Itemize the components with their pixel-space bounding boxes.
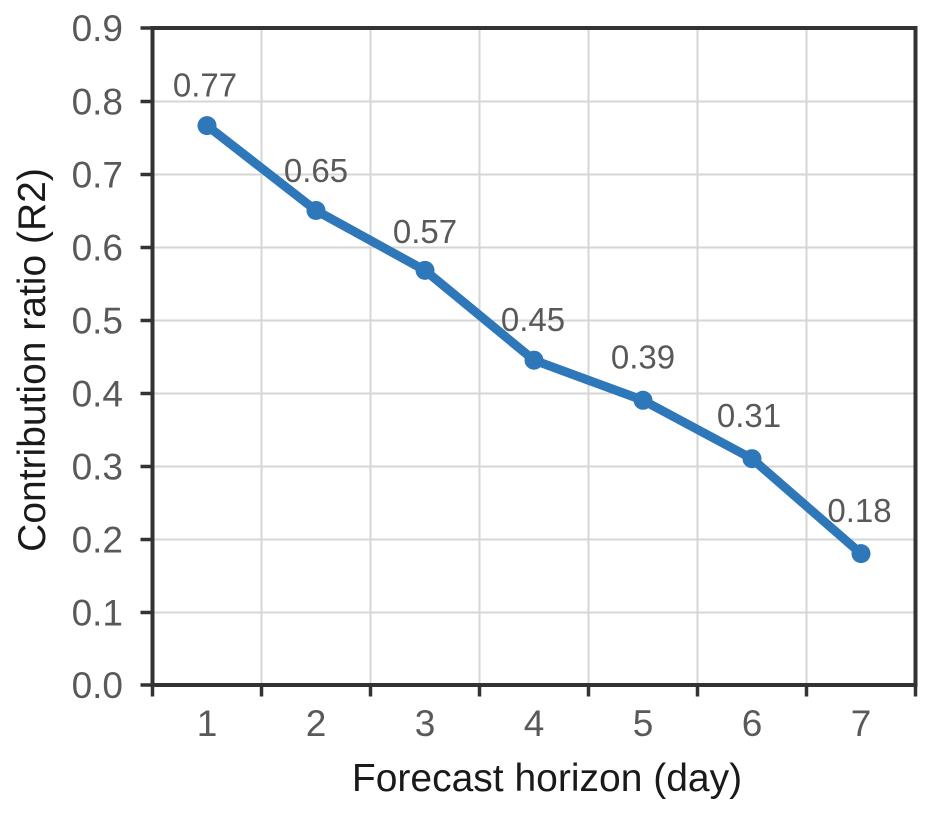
svg-text:0.4: 0.4	[72, 374, 123, 415]
svg-text:0.0: 0.0	[72, 665, 123, 706]
svg-text:0.1: 0.1	[72, 593, 123, 634]
svg-text:0.39: 0.39	[611, 339, 675, 376]
svg-text:0.8: 0.8	[72, 82, 123, 123]
svg-text:6: 6	[742, 703, 763, 744]
svg-text:0.18: 0.18	[827, 492, 891, 529]
svg-text:0.45: 0.45	[501, 301, 565, 338]
svg-text:Contribution ratio (R2): Contribution ratio (R2)	[11, 168, 54, 552]
svg-text:0.31: 0.31	[717, 397, 781, 434]
svg-text:3: 3	[415, 703, 436, 744]
svg-text:4: 4	[524, 703, 545, 744]
svg-text:0.2: 0.2	[72, 520, 123, 561]
svg-text:1: 1	[197, 703, 218, 744]
svg-text:0.7: 0.7	[72, 155, 123, 196]
svg-text:0.77: 0.77	[173, 67, 237, 104]
svg-text:Forecast horizon (day): Forecast horizon (day)	[352, 757, 742, 800]
svg-text:0.9: 0.9	[72, 8, 123, 49]
svg-text:0.5: 0.5	[72, 301, 123, 342]
svg-text:5: 5	[633, 703, 654, 744]
svg-text:0.3: 0.3	[72, 447, 123, 488]
svg-text:0.6: 0.6	[72, 228, 123, 269]
svg-text:7: 7	[851, 703, 872, 744]
svg-text:0.65: 0.65	[284, 152, 348, 189]
svg-text:0.57: 0.57	[393, 213, 457, 250]
svg-text:2: 2	[306, 703, 327, 744]
